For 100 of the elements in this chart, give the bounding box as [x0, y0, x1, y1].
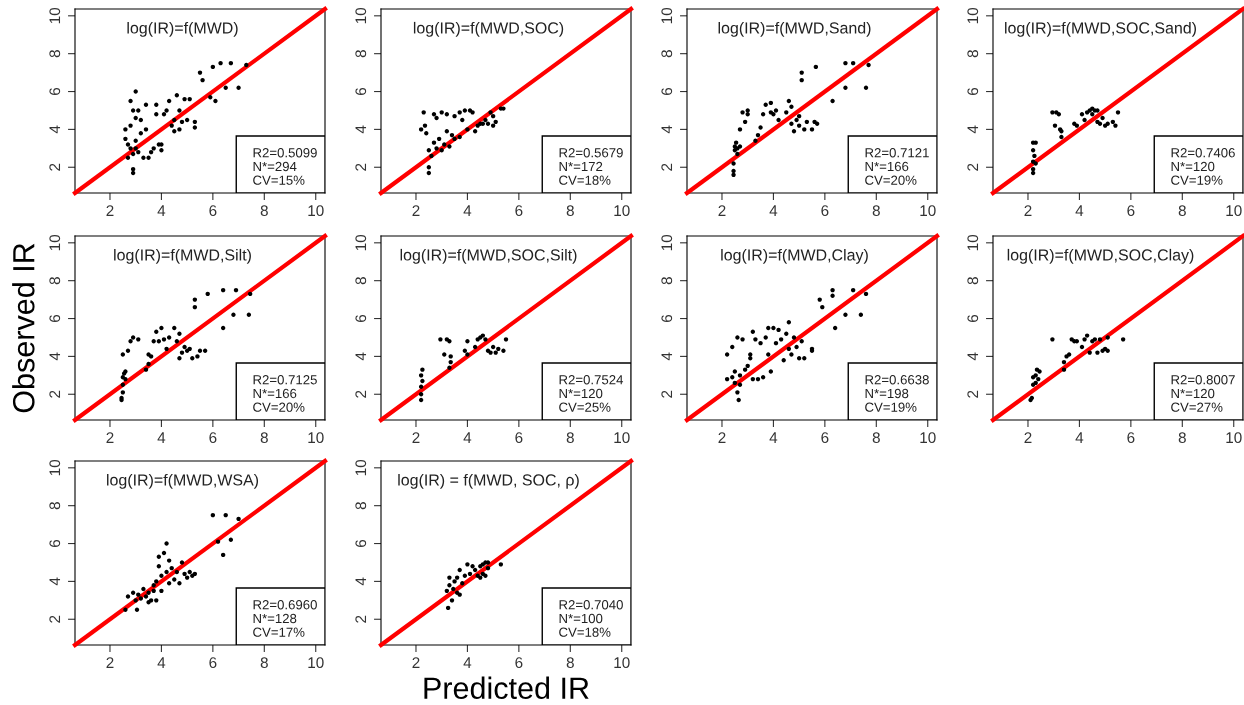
y-tick-label: 6 [355, 539, 367, 548]
y-tick-label: 2 [355, 615, 367, 623]
x-tick-label: 10 [920, 432, 936, 444]
x-tick-label: 2 [106, 657, 114, 668]
annotation: R2=0.7524 N*=120 CV=25% [559, 375, 624, 412]
y-tick-label: 6 [967, 87, 979, 96]
y-tick-label: 8 [355, 277, 367, 285]
x-tick-label: 2 [412, 205, 420, 216]
y-tick-label: 2 [661, 390, 673, 398]
x-tick-label: 8 [872, 205, 880, 217]
y-tick-label: 4 [661, 125, 673, 134]
x-tick-label: 6 [209, 657, 217, 669]
x-tick-label: 8 [566, 657, 574, 669]
y-tick-label: 8 [967, 277, 979, 285]
text: log(IR)=f(MWD,SOC) [413, 21, 564, 37]
x-tick-label: 6 [515, 432, 523, 444]
text: log(IR)=f(MWD,WSA) [107, 473, 259, 489]
y-tick-label: 4 [967, 352, 979, 361]
y-tick-label: 2 [49, 163, 61, 171]
x-tick-label: 2 [1024, 205, 1032, 216]
x-tick-label: 4 [157, 432, 166, 443]
x-tick-label: 6 [1127, 432, 1135, 444]
x-tick-label: 6 [515, 657, 523, 669]
x-tick-label: 4 [769, 432, 778, 443]
x-tick-label: 2 [412, 657, 420, 668]
x-tick-label: 10 [920, 205, 936, 217]
y-tick-label: 4 [49, 577, 61, 586]
x-tick-label: 6 [209, 205, 217, 217]
x-tick-label: 8 [260, 657, 268, 669]
text: log(IR)=f(MWD,Clay) [721, 248, 868, 264]
x-tick-label: 2 [106, 205, 114, 216]
annotation: R2=0.5099 N*=294 CV=15% [253, 148, 317, 185]
y-tick-label: 10 [355, 459, 367, 476]
y-tick-label: 4 [49, 125, 61, 134]
y-tick-label: 2 [355, 163, 367, 171]
y-tick-label: 8 [49, 502, 61, 510]
text: log(IR)=f(MWD,SOC,Sand) [1005, 21, 1197, 37]
y-tick-label: 8 [49, 277, 61, 285]
x-tick-label: 8 [872, 432, 880, 444]
annotation: R2=0.6638 N*=198 CV=19% [865, 375, 929, 412]
y-tick-label: 4 [355, 577, 367, 586]
x-tick-label: 4 [463, 657, 472, 668]
x-tick-label: 10 [308, 205, 324, 217]
x-tick-label: 2 [106, 432, 114, 443]
annotation: R2=0.8007 N*=120 CV=27% [1171, 375, 1235, 412]
y-tick-label: 4 [967, 125, 979, 134]
x-tick-label: 2 [412, 432, 420, 443]
text: log(IR)=f(MWD,SOC,Clay) [1007, 248, 1194, 264]
x-tick-label: 6 [1127, 205, 1135, 217]
y-tick-label: 2 [661, 163, 673, 171]
x-tick-label: 10 [614, 657, 630, 669]
y-tick-label: 8 [49, 50, 61, 58]
x-tick-label: 4 [463, 205, 472, 216]
x-tick-label: 4 [157, 657, 166, 668]
y-tick-label: 6 [49, 87, 61, 96]
x-tick-label: 10 [614, 432, 630, 444]
text: log(IR) = f(MWD, SOC, ρ) [398, 473, 579, 489]
y-tick-label: 10 [355, 7, 367, 24]
y-tick-label: 4 [661, 352, 673, 361]
y-tick-label: 6 [49, 539, 61, 548]
x-tick-label: 4 [1075, 432, 1084, 443]
annotation: R2=0.7406 N*=120 CV=19% [1171, 148, 1235, 185]
y-tick-label: 4 [49, 352, 61, 361]
annotation: R2=0.7121 N*=166 CV=20% [865, 148, 929, 185]
x-tick-label: 8 [260, 432, 268, 444]
text: log(IR)=f(MWD) [127, 21, 238, 37]
x-tick-label: 2 [718, 432, 726, 443]
x-tick-label: 4 [463, 432, 472, 443]
x-tick-label: 6 [821, 432, 829, 444]
y-tick-label: 10 [355, 234, 367, 251]
y-tick-label: 10 [661, 234, 673, 251]
y-tick-label: 2 [967, 163, 979, 171]
x-tick-label: 6 [515, 205, 523, 217]
y-tick-label: 6 [661, 87, 673, 96]
x-tick-label: 4 [769, 205, 778, 216]
y-tick-label: 10 [967, 234, 979, 251]
annotation: R2=0.6960 N*=128 CV=17% [253, 600, 317, 637]
y-tick-label: 6 [49, 314, 61, 323]
text: log(IR)=f(MWD,Sand) [718, 21, 871, 37]
y-tick-label: 2 [49, 390, 61, 398]
x-tick-label: 8 [566, 205, 574, 217]
y-tick-label: 4 [355, 125, 367, 134]
y-tick-label: 6 [661, 314, 673, 323]
x-tick-label: 2 [1024, 432, 1032, 443]
y-tick-label: 2 [355, 390, 367, 398]
y-tick-label: 10 [967, 7, 979, 24]
y-tick-label: 6 [355, 314, 367, 323]
x-tick-label: 10 [308, 432, 324, 444]
annotation: R2=0.7040 N*=100 CV=18% [559, 600, 623, 637]
text: log(IR)=f(MWD,SOC,Silt) [400, 248, 577, 264]
x-tick-label: 6 [821, 205, 829, 217]
x-tick-label: 8 [260, 205, 268, 217]
annotation: R2=0.7125 N*=166 CV=20% [253, 375, 317, 412]
y-tick-label: 10 [49, 459, 61, 476]
y-tick-label: 8 [355, 50, 367, 58]
y-tick-label: 8 [967, 50, 979, 58]
y-tick-label: 8 [661, 50, 673, 58]
y-tick-label: 2 [967, 390, 979, 398]
y-tick-label: 8 [661, 277, 673, 285]
y-tick-label: 10 [49, 7, 61, 24]
